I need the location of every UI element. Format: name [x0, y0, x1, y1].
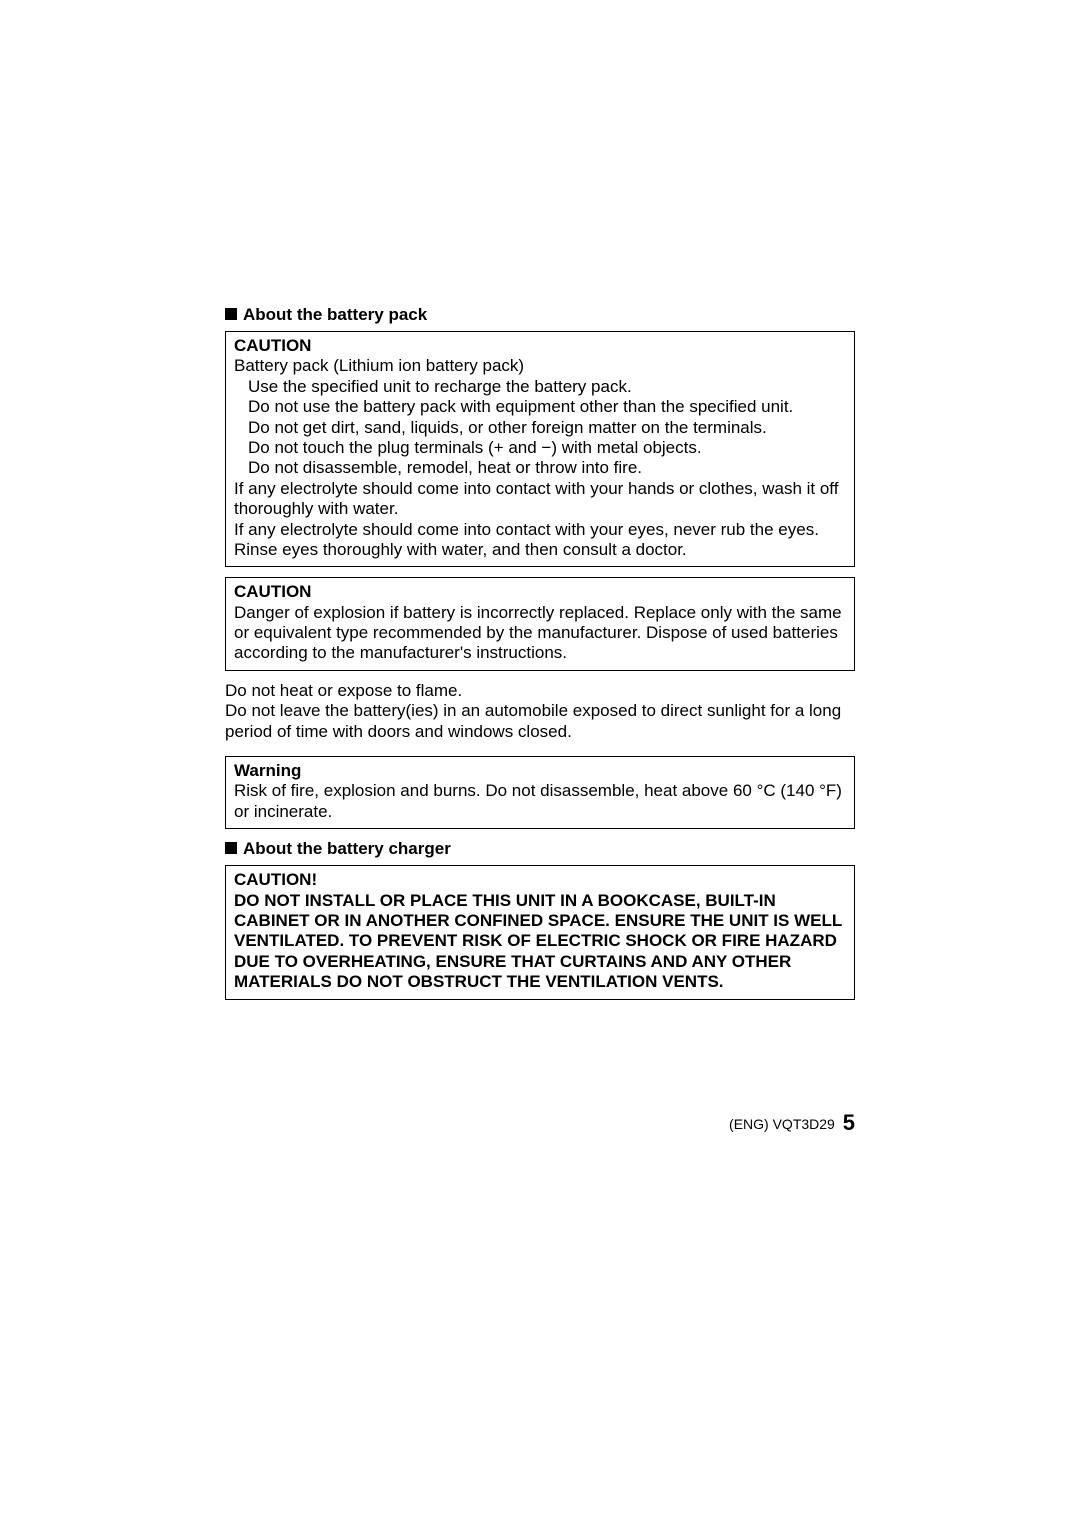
caution-bullet: Do not get dirt, sand, liquids, or other… [234, 418, 846, 438]
caution-bullet: Use the specified unit to recharge the b… [234, 377, 846, 397]
caution-box-explosion: CAUTION Danger of explosion if battery i… [225, 577, 855, 671]
section-heading-battery-charger: About the battery charger [225, 839, 855, 859]
caution-box-battery-pack: CAUTION Battery pack (Lithium ion batter… [225, 331, 855, 567]
footer-code: (ENG) VQT3D29 [729, 1116, 835, 1132]
document-page: About the battery pack CAUTION Battery p… [0, 0, 1080, 1526]
heading-text: About the battery charger [243, 839, 451, 858]
plain-paragraph: Do not heat or expose to flame. Do not l… [225, 681, 855, 742]
section-heading-battery-pack: About the battery pack [225, 305, 855, 325]
plain-line: Do not leave the battery(ies) in an auto… [225, 701, 855, 742]
page-number: 5 [843, 1110, 855, 1135]
caution-body: Danger of explosion if battery is incorr… [234, 603, 846, 664]
caution-line: Battery pack (Lithium ion battery pack) [234, 356, 846, 376]
page-footer: (ENG) VQT3D29 5 [729, 1110, 855, 1136]
caution-line: If any electrolyte should come into cont… [234, 479, 846, 520]
heading-text: About the battery pack [243, 305, 427, 324]
caution-line: If any electrolyte should come into cont… [234, 520, 846, 561]
caution-bullet: Do not touch the plug terminals (+ and −… [234, 438, 846, 458]
caution-body-bold: DO NOT INSTALL OR PLACE THIS UNIT IN A B… [234, 891, 846, 993]
square-bullet-icon [225, 308, 237, 320]
square-bullet-icon [225, 842, 237, 854]
caution-box-charger: CAUTION! DO NOT INSTALL OR PLACE THIS UN… [225, 865, 855, 999]
caution-label: CAUTION! [234, 870, 846, 890]
caution-label: CAUTION [234, 336, 846, 356]
caution-label: CAUTION [234, 582, 846, 602]
warning-label: Warning [234, 761, 846, 781]
warning-body: Risk of fire, explosion and burns. Do no… [234, 781, 846, 822]
plain-line: Do not heat or expose to flame. [225, 681, 855, 701]
caution-bullet: Do not use the battery pack with equipme… [234, 397, 846, 417]
caution-bullet: Do not disassemble, remodel, heat or thr… [234, 458, 846, 478]
warning-box: Warning Risk of fire, explosion and burn… [225, 756, 855, 829]
